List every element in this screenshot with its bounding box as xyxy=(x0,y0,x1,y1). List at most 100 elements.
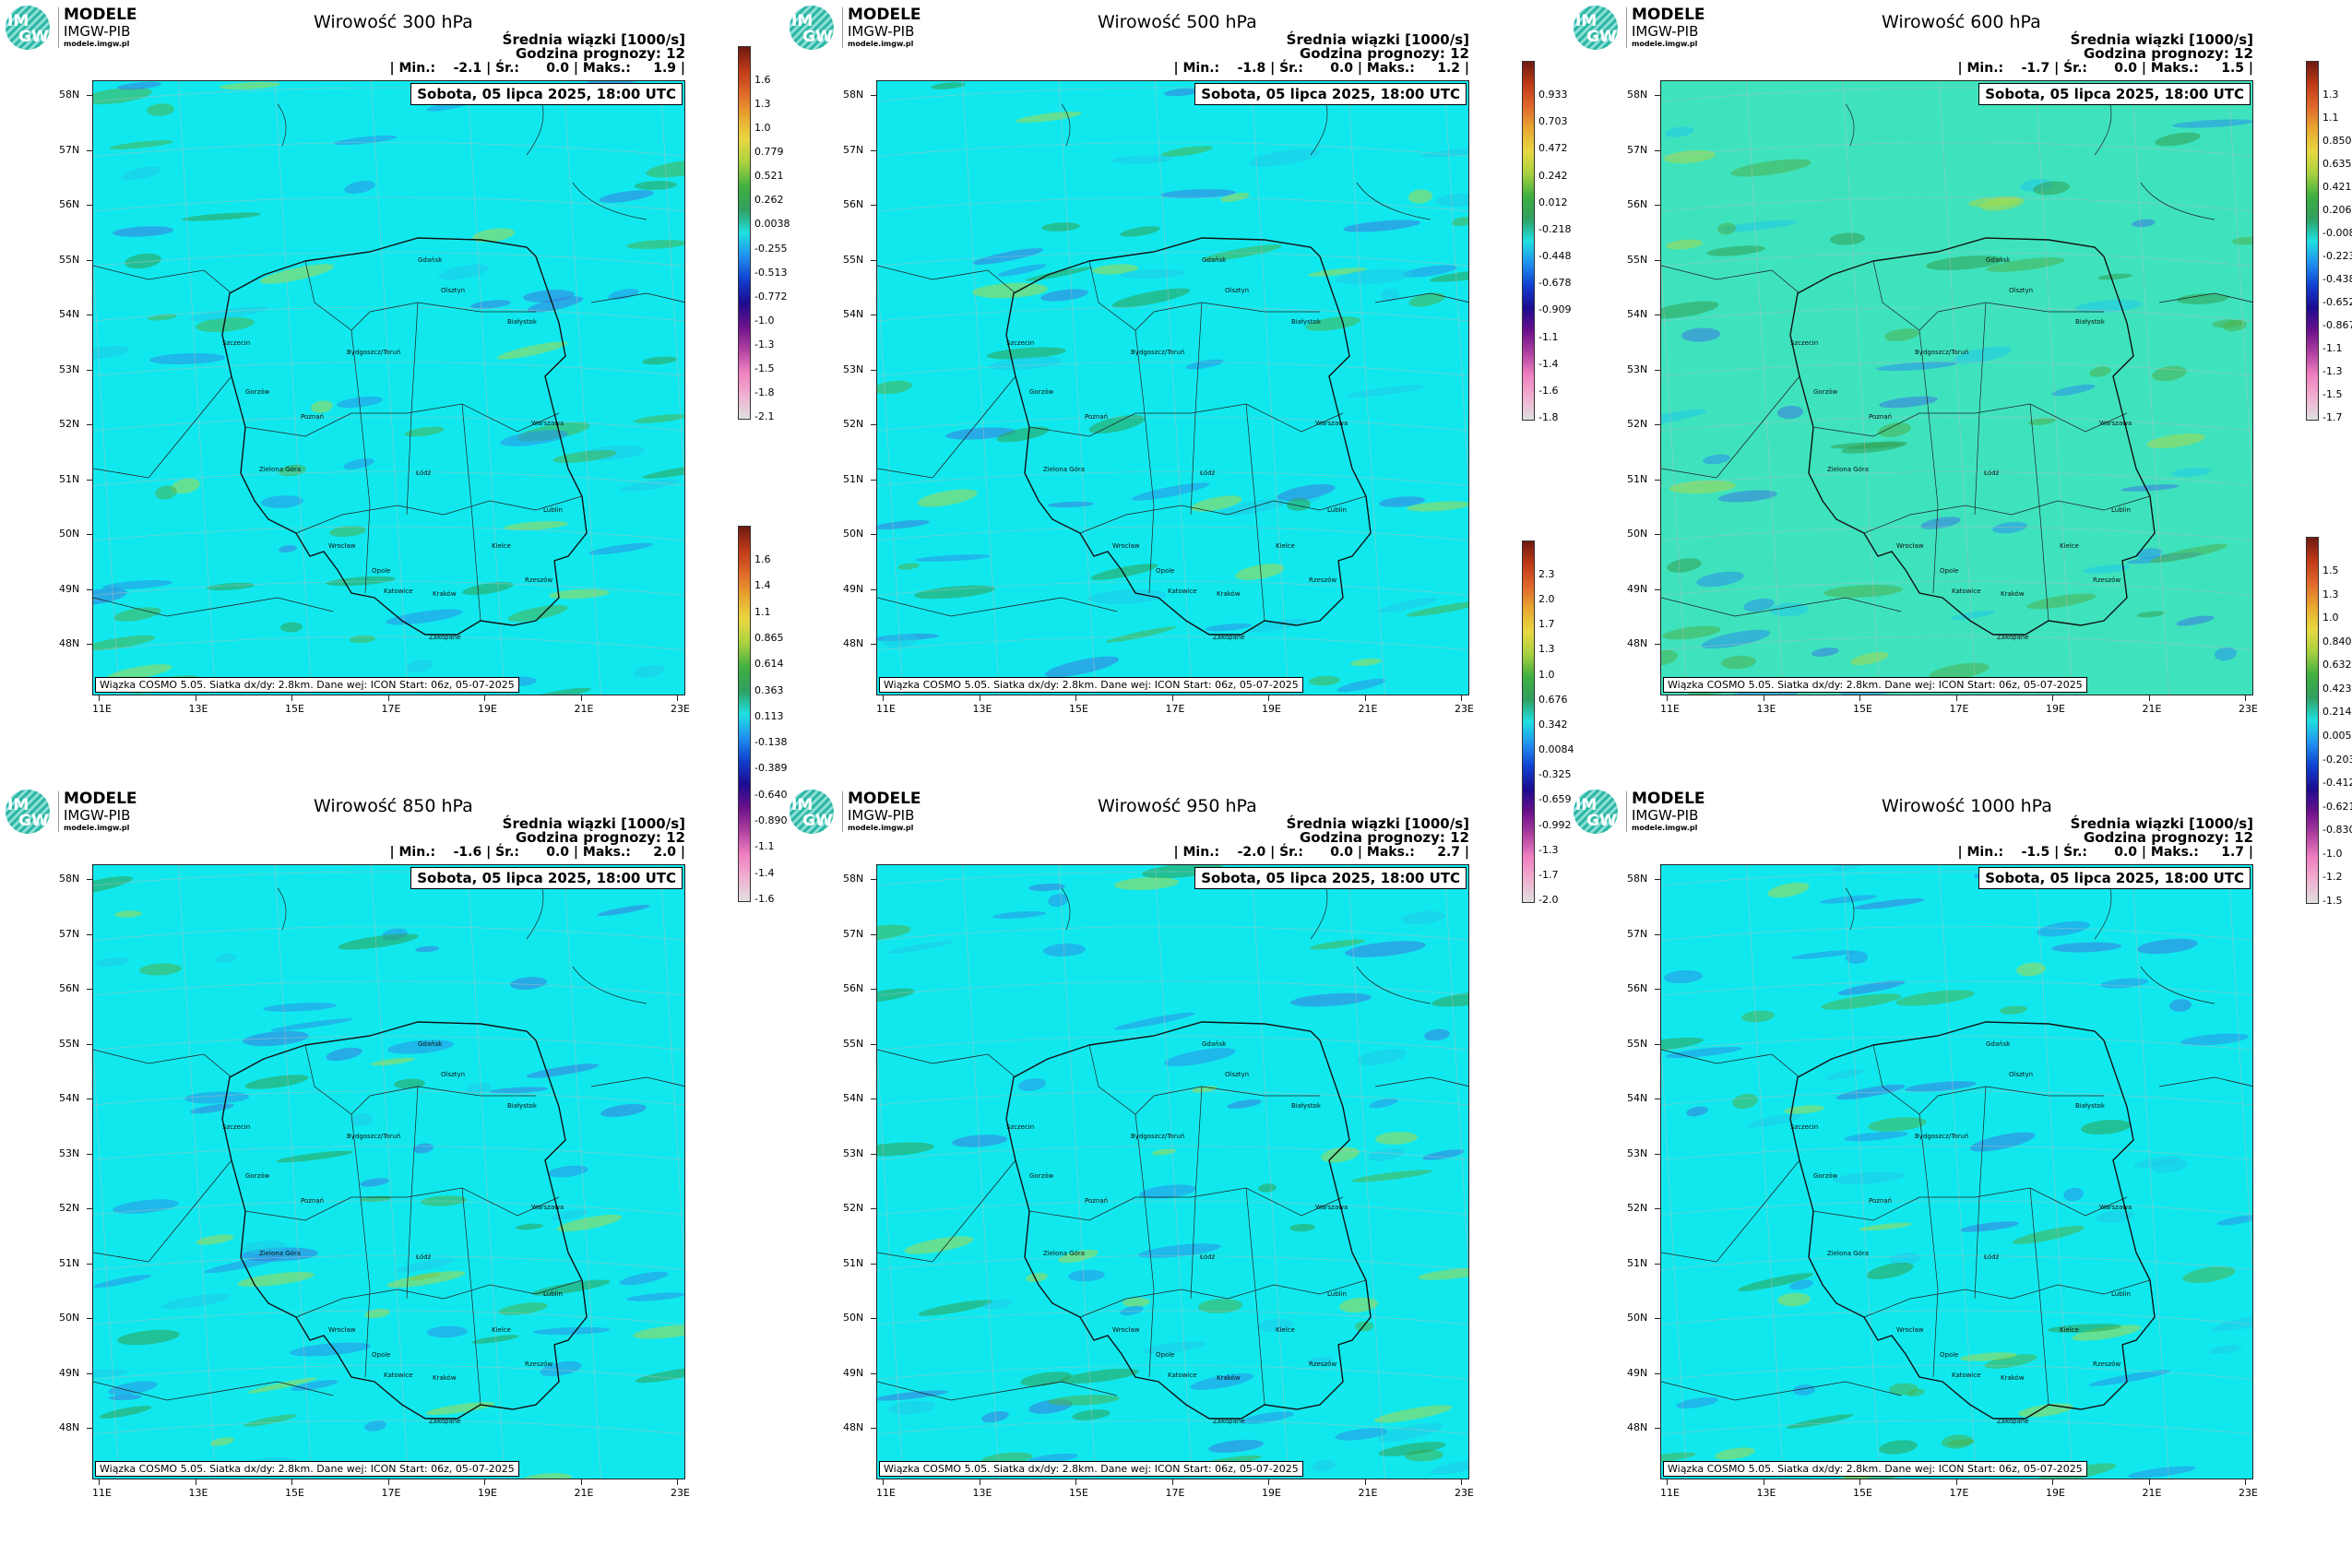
colorbar-tick-label: 1.6 xyxy=(754,553,771,565)
colorbar-tick-label: -0.890 xyxy=(754,814,788,826)
forecast-date: Sobota, 05 lipca 2025, 18:00 UTC xyxy=(410,83,683,105)
imgw-logo: IM GW MODELE IMGW-PIB modele.imgw.pl xyxy=(790,6,923,52)
city-label: Katowice xyxy=(1952,588,1981,595)
colorbar-tick-label: -1.1 xyxy=(1538,331,1559,343)
city-label: Zakopane xyxy=(1997,634,2029,641)
latitude-label: 56N xyxy=(1627,982,1648,994)
city-label: Kielce xyxy=(2060,1326,2079,1334)
logo-name: MODELE xyxy=(1632,790,1705,808)
forecast-date: Sobota, 05 lipca 2025, 18:00 UTC xyxy=(1978,867,2251,889)
city-label: Białystok xyxy=(2075,318,2105,326)
colorbar-tick-label: -0.223 xyxy=(2322,250,2352,262)
city-label: Wrocław xyxy=(328,1326,356,1334)
colorbar-tick-label: -1.7 xyxy=(2322,411,2343,423)
colorbar xyxy=(738,46,751,420)
colorbar-tick-label: 0.850 xyxy=(2322,135,2352,147)
subtitle-forecast-hour: Godzina prognozy: 12 xyxy=(515,45,685,62)
panel-subtitle: Średnia wiązki [1000/s] Godzina prognozy… xyxy=(1287,33,1469,61)
city-label: Kraków xyxy=(2001,1374,2025,1382)
city-label: Gorzów xyxy=(1813,1172,1838,1180)
longitude-label: 21E xyxy=(574,703,594,715)
map-layer xyxy=(877,865,1468,1479)
colorbar-tick-label: 0.676 xyxy=(1538,694,1568,706)
city-label: Opole xyxy=(1940,1351,1959,1359)
latitude-tick xyxy=(871,588,876,590)
latitude-label: 58N xyxy=(843,89,864,101)
model-info-footer: Wiązka COSMO 5.05. Siatka dx/dy: 2.8km. … xyxy=(879,677,1303,693)
longitude-tick xyxy=(580,1479,582,1485)
colorbar-tick-label: -0.652 xyxy=(2322,296,2352,308)
longitude-tick xyxy=(1268,1479,1269,1485)
logo-org: IMGW-PIB xyxy=(64,23,131,40)
imgw-logo: IM GW MODELE IMGW-PIB modele.imgw.pl xyxy=(6,790,139,836)
forecast-panel: IM GW MODELE IMGW-PIB modele.imgw.pl Wir… xyxy=(0,0,790,784)
colorbar-tick-label: -1.3 xyxy=(2322,365,2343,377)
latitude-label: 51N xyxy=(843,472,864,485)
city-label: Rzeszów xyxy=(2093,1360,2121,1368)
latitude-tick xyxy=(1655,1428,1660,1429)
colorbar-tick-label: -0.008 xyxy=(2322,227,2352,239)
colorbar-tick-label: 0.0084 xyxy=(1538,743,1574,755)
latitude-tick xyxy=(87,1318,92,1319)
colorbar xyxy=(1522,61,1535,421)
latitude-tick xyxy=(871,933,876,935)
city-label: Bydgoszcz/Toruń xyxy=(347,1133,401,1140)
city-label: Lublin xyxy=(543,506,563,514)
city-label: Poznań xyxy=(301,1197,325,1205)
city-label: Olsztyn xyxy=(1225,1071,1250,1078)
city-label: Olsztyn xyxy=(2009,287,2034,294)
panel-title: Wirowość 600 hPa xyxy=(1882,12,2041,32)
city-label: Zielona Góra xyxy=(1043,1250,1086,1257)
latitude-label: 52N xyxy=(843,1202,864,1214)
imgw-logo: IM GW MODELE IMGW-PIB modele.imgw.pl xyxy=(1574,790,1707,836)
colorbar-tick-label: -0.992 xyxy=(1538,819,1572,831)
latitude-tick xyxy=(87,95,92,96)
city-label: Wrocław xyxy=(1112,1326,1140,1334)
latitude-label: 57N xyxy=(59,143,80,156)
latitude-label: 56N xyxy=(1627,198,1648,210)
city-label: Rzeszów xyxy=(1309,1360,1337,1368)
city-label: Łódź xyxy=(416,1253,432,1261)
latitude-label: 57N xyxy=(1627,927,1648,940)
longitude-tick xyxy=(2052,1479,2053,1485)
longitude-label: 11E xyxy=(1660,703,1680,715)
map-layer xyxy=(93,81,684,695)
longitude-label: 11E xyxy=(876,1487,896,1499)
logo-org: IMGW-PIB xyxy=(848,23,915,40)
longitude-tick xyxy=(1075,695,1076,701)
longitude-tick xyxy=(1268,695,1269,701)
latitude-label: 58N xyxy=(1627,89,1648,101)
longitude-label: 23E xyxy=(2239,1487,2258,1499)
logo-letters-bottom: GW xyxy=(802,812,833,830)
longitude-tick xyxy=(2148,1479,2150,1485)
city-label: Poznań xyxy=(1085,413,1109,421)
stats-line: | Min.: -1.8 | Śr.: 0.0 | Maks.: 1.2 | xyxy=(1173,61,1469,76)
logo-letters-top: IM xyxy=(791,12,814,30)
colorbar-tick-label: 0.421 xyxy=(2322,181,2352,193)
imgw-logo-icon: IM GW xyxy=(1574,6,1618,50)
city-label: Zielona Góra xyxy=(1827,466,1870,473)
city-label: Lublin xyxy=(2111,506,2131,514)
model-info-footer: Wiązka COSMO 5.05. Siatka dx/dy: 2.8km. … xyxy=(95,677,519,693)
latitude-tick xyxy=(87,1372,92,1374)
latitude-label: 48N xyxy=(59,1421,80,1433)
latitude-tick xyxy=(87,1428,92,1429)
latitude-label: 56N xyxy=(59,982,80,994)
latitude-label: 48N xyxy=(843,1421,864,1433)
latitude-tick xyxy=(871,879,876,880)
colorbar-tick-label: -0.438 xyxy=(2322,273,2352,285)
city-label: Opole xyxy=(1156,1351,1175,1359)
colorbar-tick-label: 0.242 xyxy=(1538,170,1568,182)
map-layer xyxy=(877,81,1468,695)
longitude-tick xyxy=(291,1479,292,1485)
logo-name: MODELE xyxy=(64,790,137,808)
colorbar-tick-label: 2.0 xyxy=(1538,593,1555,605)
colorbar-tick-label: 0.779 xyxy=(754,146,784,158)
logo-letters-bottom: GW xyxy=(802,28,833,46)
longitude-tick xyxy=(1171,1479,1173,1485)
latitude-label: 54N xyxy=(843,1092,864,1104)
logo-name: MODELE xyxy=(64,6,137,24)
latitude-tick xyxy=(87,1263,92,1265)
city-label: Zielona Góra xyxy=(1043,466,1086,473)
logo-url: modele.imgw.pl xyxy=(848,824,914,832)
